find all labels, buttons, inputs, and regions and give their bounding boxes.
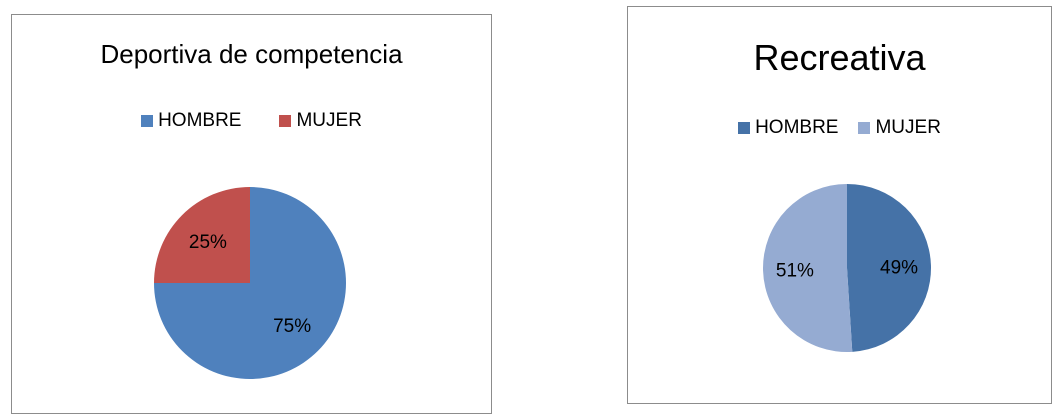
pie-plot: 49% 51% [763,184,932,352]
legend-item-mujer: MUJER [858,117,941,139]
legend-item-mujer: MUJER [279,110,362,132]
legend-swatch-mujer [858,122,871,134]
legend-item-hombre: HOMBRE [141,110,241,132]
pie-data-label-mujer: 25% [189,232,227,253]
legend: HOMBRE MUJER [628,117,1051,139]
pie-slice-mujer [763,184,853,352]
pie-data-label-hombre: 75% [273,316,311,337]
pie-slice-mujer [154,187,250,283]
pie-slice-hombre [847,184,932,352]
legend-swatch-hombre [141,115,154,127]
chart-recreativa: Recreativa HOMBRE MUJER 49% 51% [627,6,1052,404]
chart-title: Recreativa [753,37,926,78]
legend-label-mujer: MUJER [875,117,941,138]
chart-title: Deportiva de competencia [100,39,403,69]
legend-label-hombre: HOMBRE [158,110,242,131]
pie-data-label-mujer: 51% [776,261,814,282]
pie-plot: 75% 25% [154,187,346,379]
legend-swatch-mujer [279,115,292,127]
chart-deportiva: Deportiva de competencia HOMBRE MUJER 75… [11,14,492,414]
legend-label-hombre: HOMBRE [755,117,839,138]
legend-swatch-hombre [738,122,751,134]
legend-item-hombre: HOMBRE [738,117,838,139]
legend-label-mujer: MUJER [296,110,362,131]
pie-data-label-hombre: 49% [880,257,918,278]
legend: HOMBRE MUJER [12,110,491,132]
